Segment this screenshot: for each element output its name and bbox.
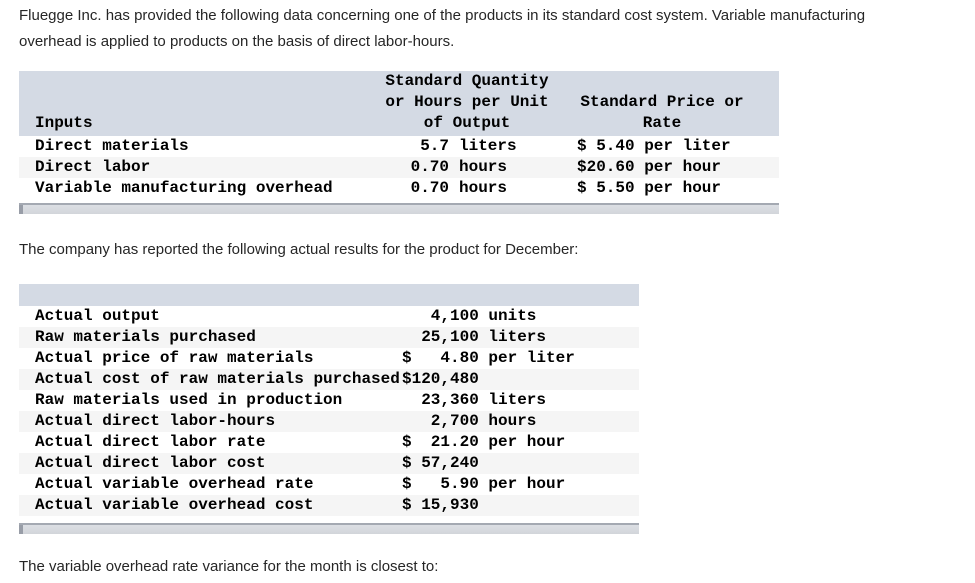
table-header: Inputs Standard Quantity or Hours per Un…	[19, 71, 779, 136]
row-label: Actual direct labor rate	[35, 433, 266, 451]
quantity-value: 0.70	[410, 158, 449, 176]
quantity-cell: 5.7 liters	[373, 136, 561, 157]
row-value: 5.90	[440, 475, 479, 493]
intro-paragraph: Fluegge Inc. has provided the following …	[19, 3, 865, 55]
header-quantity-line: Standard Quantity	[385, 72, 549, 90]
row-value: 4,100	[430, 307, 479, 325]
table-row: Actual price of raw materials $ 4.80 per…	[19, 348, 639, 369]
table-row: Actual direct labor-hours 2,700 hours	[19, 411, 639, 432]
row-value: 57,240	[421, 454, 479, 472]
table-row: Direct materials 5.7 liters $ 5.40 per l…	[19, 136, 779, 157]
horizontal-scrollbar[interactable]	[19, 203, 779, 214]
row-label: Direct materials	[35, 137, 189, 155]
row-label: Actual cost of raw materials purchased	[35, 370, 400, 388]
currency-symbol: $	[402, 370, 412, 388]
price-value: 20.60	[586, 158, 635, 176]
actuals-table: Actual output 4,100 units Raw materials …	[19, 284, 639, 516]
intro-line-2: overhead is applied to products on the b…	[19, 33, 455, 50]
row-label: Actual direct labor cost	[35, 454, 266, 472]
quantity-unit: hours	[459, 179, 508, 197]
table-row: Actual variable overhead cost $ 15,930	[19, 495, 639, 516]
price-value: 5.50	[596, 179, 635, 197]
table-row: Actual cost of raw materials purchased $…	[19, 369, 639, 390]
table-row: Direct labor 0.70 hours $ 20.60 per hour	[19, 157, 779, 178]
price-cell: $ 20.60 per hour	[561, 157, 763, 178]
row-unit: per hour	[488, 475, 566, 493]
currency-symbol: $	[402, 454, 412, 472]
quantity-unit: hours	[459, 158, 508, 176]
header-quantity-line: of Output	[423, 114, 511, 132]
row-label: Direct labor	[35, 158, 151, 176]
row-label: Actual output	[35, 307, 160, 325]
row-value: 4.80	[440, 349, 479, 367]
table-row: Actual direct labor rate $ 21.20 per hou…	[19, 432, 639, 453]
row-value: 21.20	[430, 433, 479, 451]
row-unit: units	[488, 307, 537, 325]
price-unit: per hour	[644, 179, 721, 197]
currency-symbol: $	[577, 158, 587, 176]
row-label: Actual direct labor-hours	[35, 412, 276, 430]
header-quantity-line: or Hours per Unit	[385, 93, 549, 111]
currency-symbol: $	[402, 349, 412, 367]
price-unit: per liter	[644, 137, 731, 155]
header-price-line: Standard Price or	[580, 93, 744, 111]
row-label: Actual variable overhead cost	[35, 496, 314, 514]
row-label: Raw materials used in production	[35, 391, 343, 409]
currency-symbol: $	[577, 179, 587, 197]
row-label: Actual variable overhead rate	[35, 475, 314, 493]
scrollbar-thumb-cap[interactable]	[19, 205, 23, 214]
currency-symbol: $	[402, 475, 412, 493]
table-row: Raw materials purchased 25,100 liters	[19, 327, 639, 348]
currency-symbol: $	[402, 433, 412, 451]
table-row: Variable manufacturing overhead 0.70 hou…	[19, 178, 779, 199]
header-quantity: Standard Quantity or Hours per Unit of O…	[373, 71, 561, 134]
table-row: Actual variable overhead rate $ 5.90 per…	[19, 474, 639, 495]
row-value: 23,360	[421, 391, 479, 409]
currency-symbol	[402, 306, 412, 327]
table-row: Raw materials used in production 23,360 …	[19, 390, 639, 411]
price-unit: per hour	[644, 158, 721, 176]
currency-symbol	[402, 390, 412, 411]
intro-line-1: Fluegge Inc. has provided the following …	[19, 7, 866, 24]
row-value: 120,480	[411, 370, 479, 388]
actuals-intro-text: The company has reported the following a…	[19, 240, 578, 260]
standards-table: Inputs Standard Quantity or Hours per Un…	[19, 71, 779, 199]
row-label: Actual price of raw materials	[35, 349, 314, 367]
currency-symbol: $	[402, 496, 412, 514]
currency-symbol: $	[577, 137, 587, 155]
header-price-line: Rate	[642, 114, 682, 132]
quantity-value: 5.7	[420, 137, 449, 155]
table-row: Actual output 4,100 units	[19, 306, 639, 327]
question-line: The variable overhead rate variance for …	[19, 558, 439, 575]
price-value: 5.40	[596, 137, 635, 155]
price-cell: $ 5.40 per liter	[561, 136, 763, 157]
row-unit: per hour	[488, 433, 566, 451]
header-price: Standard Price or Rate	[561, 92, 763, 134]
quantity-cell: 0.70 hours	[373, 178, 561, 199]
header-inputs: Inputs	[35, 114, 93, 132]
row-value: 25,100	[421, 328, 479, 346]
currency-symbol	[402, 411, 412, 432]
row-value: 15,930	[421, 496, 479, 514]
row-label: Variable manufacturing overhead	[35, 179, 333, 197]
scrollbar-thumb-cap[interactable]	[19, 525, 23, 534]
question-text: The variable overhead rate variance for …	[19, 557, 438, 577]
row-value: 2,700	[430, 412, 479, 430]
quantity-unit: liters	[459, 137, 517, 155]
row-unit: per liter	[488, 349, 575, 367]
row-unit: liters	[488, 391, 546, 409]
actuals-header-bar	[19, 284, 639, 306]
quantity-value: 0.70	[410, 179, 449, 197]
row-unit: liters	[488, 328, 546, 346]
horizontal-scrollbar[interactable]	[19, 523, 639, 534]
row-label: Raw materials purchased	[35, 328, 256, 346]
currency-symbol	[402, 327, 412, 348]
table-row: Actual direct labor cost $ 57,240	[19, 453, 639, 474]
actuals-intro-line: The company has reported the following a…	[19, 241, 579, 258]
price-cell: $ 5.50 per hour	[561, 178, 763, 199]
row-unit: hours	[488, 412, 537, 430]
quantity-cell: 0.70 hours	[373, 157, 561, 178]
